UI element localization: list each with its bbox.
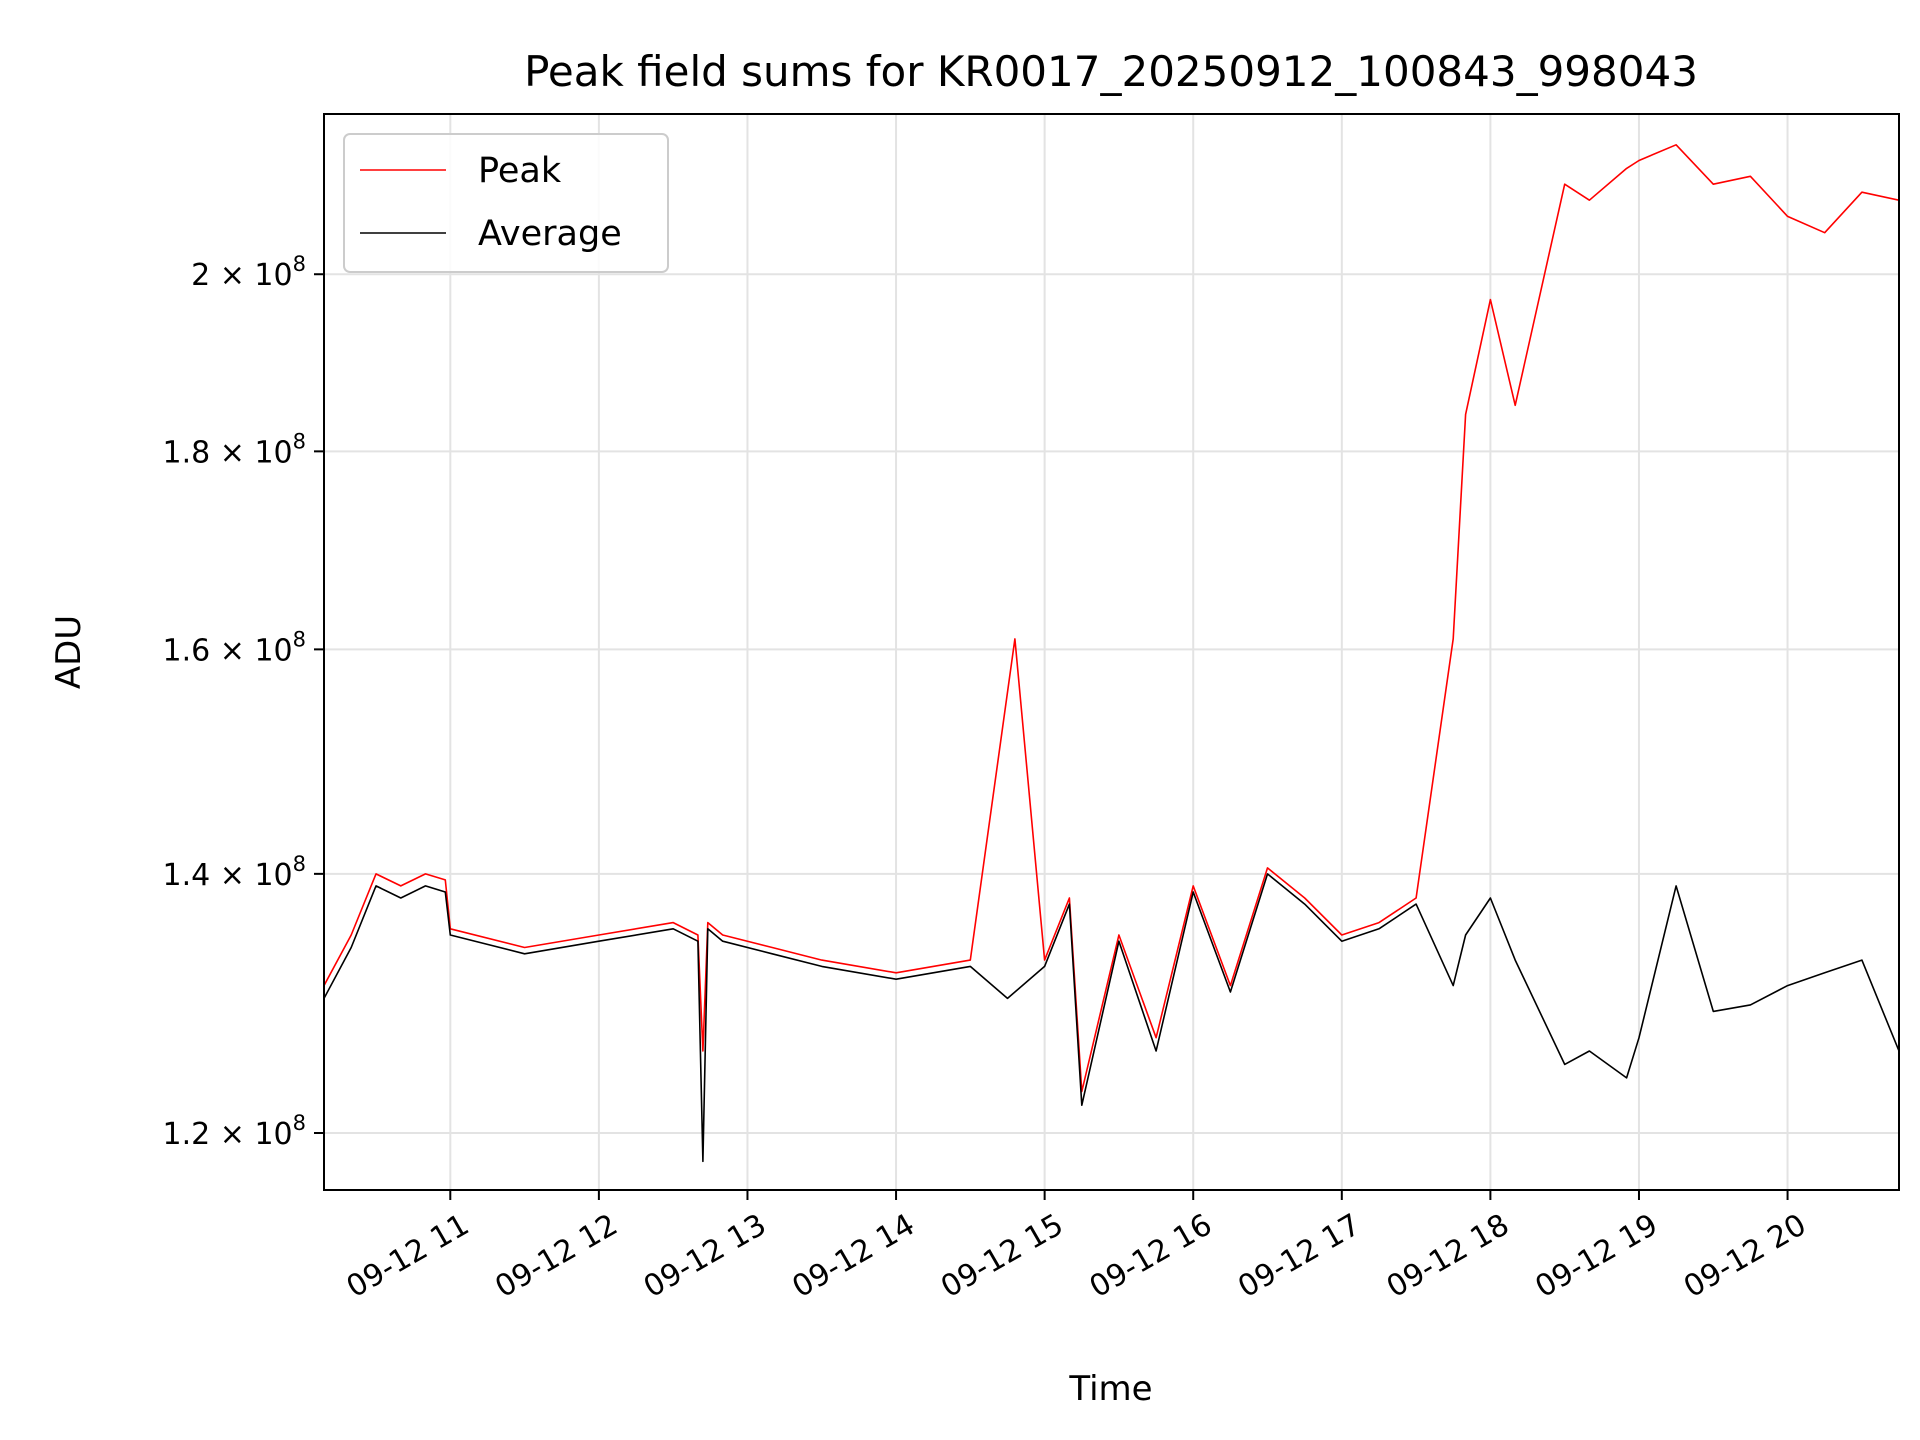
y-axis-label: ADU <box>49 615 89 689</box>
plot-frame <box>323 113 1900 1191</box>
series-line-peak <box>324 144 1899 1093</box>
y-tick-label: 1.2 × 108 <box>163 1111 306 1152</box>
legend-box <box>343 133 669 273</box>
legend-label-average: Average <box>478 214 622 254</box>
series-line-average <box>324 873 1899 1163</box>
y-tick-label: 1.8 × 108 <box>163 429 306 470</box>
x-axis-label: Time <box>1068 1369 1152 1409</box>
chart-title: Peak field sums for KR0017_20250912_1008… <box>524 47 1698 96</box>
legend: Peak Average <box>343 133 669 273</box>
grid <box>324 114 1899 1190</box>
y-tick-label: 2 × 108 <box>191 252 306 293</box>
y-tick-label: 1.4 × 108 <box>163 852 306 893</box>
plot-area <box>324 144 1899 1163</box>
y-axis: 1.2 × 108 1.4 × 108 1.6 × 108 1.8 × 108 2 × … <box>163 252 324 1152</box>
legend-label-peak: Peak <box>478 151 562 191</box>
y-tick-label: 1.6 × 108 <box>163 627 306 668</box>
